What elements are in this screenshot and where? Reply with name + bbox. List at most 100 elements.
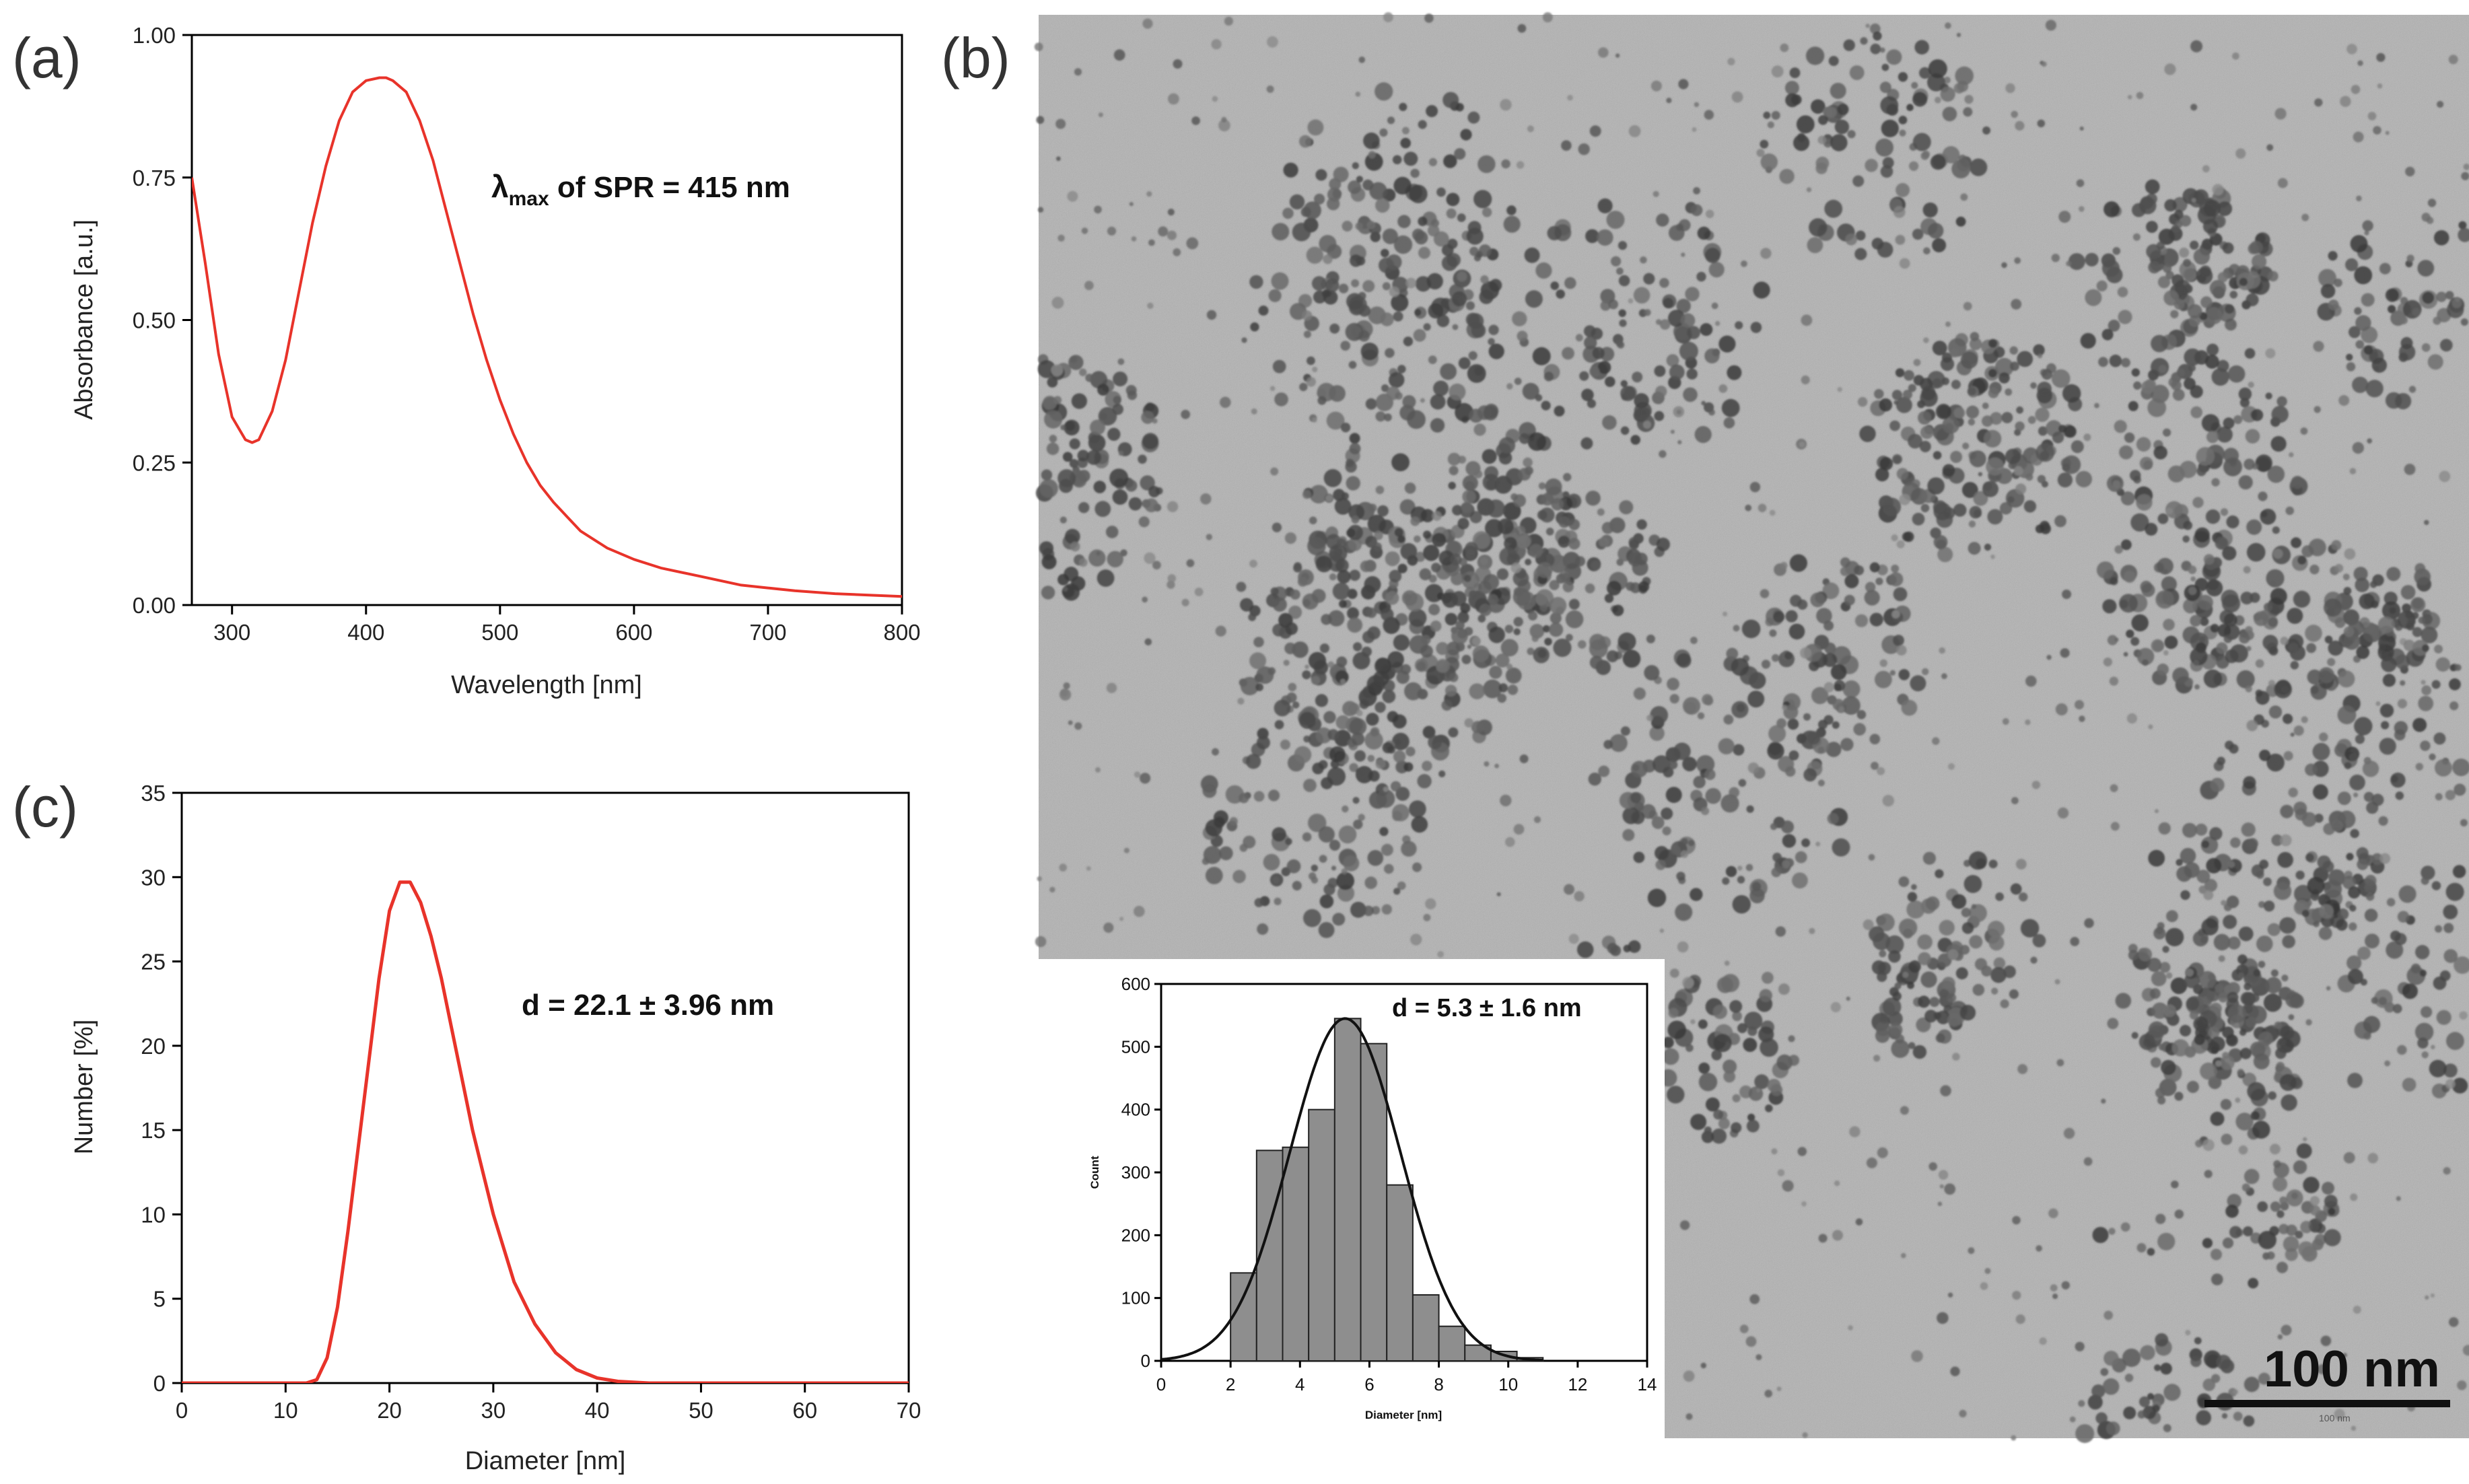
nanoparticle (2011, 1435, 2017, 1441)
nanoparticle (1984, 429, 2002, 448)
nanoparticle (2232, 52, 2239, 60)
nanoparticle (1788, 750, 1799, 761)
nanoparticle (2217, 426, 2233, 443)
nanoparticle (2400, 585, 2416, 600)
nanoparticle (1893, 206, 1906, 218)
nanoparticle (2365, 380, 2384, 398)
nanoparticle (1539, 604, 1548, 612)
nanoparticle (1879, 950, 1887, 958)
nanoparticle (1681, 252, 1685, 257)
nanoparticle (1942, 416, 1959, 434)
nanoparticle (1995, 892, 2005, 901)
nanoparticle (2420, 740, 2431, 751)
nanoparticle (2060, 648, 2070, 658)
nanoparticle (1545, 478, 1562, 495)
nanoparticle (2200, 616, 2209, 627)
nanoparticle (2301, 909, 2309, 917)
nanoparticle (2270, 1201, 2281, 1212)
nanoparticle (1818, 719, 1828, 730)
nanoparticle (1202, 857, 1210, 865)
nanoparticle (2063, 1127, 2075, 1139)
nanoparticle (1597, 229, 1613, 246)
nanoparticle (2388, 305, 2396, 314)
nanoparticle (1785, 610, 1798, 623)
nanoparticle (2157, 276, 2171, 289)
nanoparticle (1094, 501, 1111, 518)
nanoparticle (1778, 983, 1790, 995)
nanoparticle (1219, 846, 1233, 861)
nanoparticle (2402, 603, 2412, 613)
nanoparticle (1307, 119, 1324, 136)
nanoparticle (2155, 590, 2174, 609)
nanoparticle (2288, 1014, 2295, 1020)
nanoparticle (2279, 1196, 2288, 1205)
x-tick-label: 8 (1434, 1374, 1443, 1394)
nanoparticle (1510, 563, 1522, 573)
nanoparticle (1206, 310, 1217, 320)
nanoparticle (1473, 423, 1486, 436)
nanoparticle (2212, 184, 2224, 196)
nanoparticle (1914, 40, 1929, 55)
nanoparticle (1923, 247, 1931, 255)
nanoparticle (1051, 296, 1064, 309)
nanoparticle (2300, 1221, 2313, 1234)
nanoparticle (1646, 634, 1655, 643)
nanoparticle (1746, 1119, 1760, 1133)
nanoparticle (2120, 1222, 2130, 1232)
nanoparticle (1655, 859, 1666, 870)
nanoparticle (1336, 872, 1354, 890)
nanoparticle (2185, 968, 2194, 977)
nanoparticle (1906, 900, 1925, 919)
nanoparticle (2092, 1227, 2109, 1243)
nanoparticle (1587, 399, 1596, 409)
nanoparticle (2244, 1168, 2260, 1185)
nanoparticle (2324, 1229, 2341, 1246)
nanoparticle (1780, 43, 1789, 52)
nanoparticle (1463, 575, 1471, 582)
nanoparticle (2414, 1022, 2434, 1042)
nanoparticle (1939, 647, 1945, 654)
nanoparticle (1990, 966, 2007, 983)
nanoparticle (1327, 244, 1342, 259)
y-tick-label: 0.00 (133, 593, 176, 618)
nanoparticle (1721, 398, 1740, 417)
nanoparticle (1500, 794, 1512, 807)
nanoparticle (1410, 168, 1420, 178)
nanoparticle (1458, 456, 1467, 464)
nanoparticle (2384, 1060, 2391, 1067)
nanoparticle (1430, 418, 1445, 433)
nanoparticle (1611, 256, 1622, 267)
nanoparticle (2221, 1413, 2228, 1419)
nanoparticle (1353, 642, 1362, 651)
nanoparticle (2268, 617, 2278, 627)
nanoparticle (2279, 1224, 2289, 1234)
nanoparticle (2239, 398, 2250, 408)
nanoparticle (1468, 351, 1477, 361)
nanoparticle (1420, 509, 1434, 522)
nanoparticle (1057, 469, 1076, 488)
nanoparticle (1583, 325, 1596, 337)
nanoparticle (2151, 1002, 2168, 1019)
nanoparticle (1418, 246, 1430, 259)
nanoparticle (1513, 616, 1523, 627)
nanoparticle (1294, 562, 1302, 570)
nanoparticle (1960, 193, 1968, 201)
nanoparticle (2328, 251, 2338, 261)
nanoparticle (1619, 319, 1627, 327)
nanoparticle (1362, 280, 1375, 293)
nanoparticle (1988, 387, 1999, 398)
nanoparticle (1823, 682, 1834, 693)
nanoparticle (2280, 637, 2289, 645)
nanoparticle (2331, 540, 2342, 551)
nanoparticle (2147, 398, 2167, 417)
nanoparticle (1034, 42, 1043, 51)
nanoparticle (2108, 1228, 2116, 1235)
nanoparticle (1750, 322, 1762, 333)
nanoparticle (1875, 138, 1894, 157)
nanoparticle (2324, 880, 2342, 898)
nanoparticle (1761, 660, 1771, 669)
nanoparticle (1349, 443, 1361, 455)
nanoparticle (2291, 476, 2304, 489)
nanoparticle (1062, 584, 1080, 601)
nanoparticle (2422, 291, 2435, 304)
